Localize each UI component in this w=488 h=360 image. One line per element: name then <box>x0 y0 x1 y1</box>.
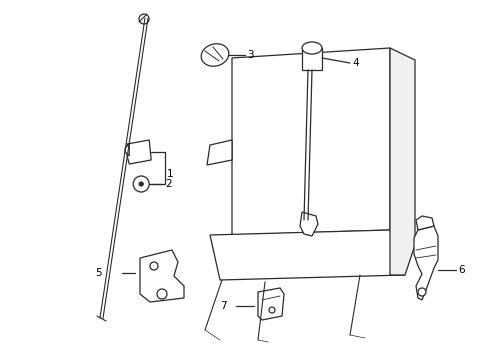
Text: 2: 2 <box>165 179 171 189</box>
Ellipse shape <box>201 44 228 66</box>
Text: 4: 4 <box>351 58 358 68</box>
Polygon shape <box>415 216 433 230</box>
Circle shape <box>268 307 274 313</box>
Circle shape <box>157 289 167 299</box>
Polygon shape <box>140 250 183 302</box>
Text: 5: 5 <box>95 268 102 278</box>
Polygon shape <box>413 226 437 300</box>
Polygon shape <box>125 144 129 156</box>
Text: 6: 6 <box>457 265 464 275</box>
Text: 1: 1 <box>167 169 173 179</box>
Circle shape <box>139 182 143 186</box>
Polygon shape <box>206 140 231 165</box>
Polygon shape <box>299 212 317 236</box>
Circle shape <box>133 176 149 192</box>
Ellipse shape <box>302 42 321 54</box>
Text: 7: 7 <box>220 301 226 311</box>
Polygon shape <box>258 288 284 320</box>
Polygon shape <box>231 48 389 235</box>
Circle shape <box>150 262 158 270</box>
Polygon shape <box>209 230 404 280</box>
Text: 3: 3 <box>246 50 253 60</box>
Polygon shape <box>127 140 151 164</box>
Circle shape <box>417 288 425 296</box>
Polygon shape <box>302 48 321 70</box>
Polygon shape <box>389 48 414 275</box>
